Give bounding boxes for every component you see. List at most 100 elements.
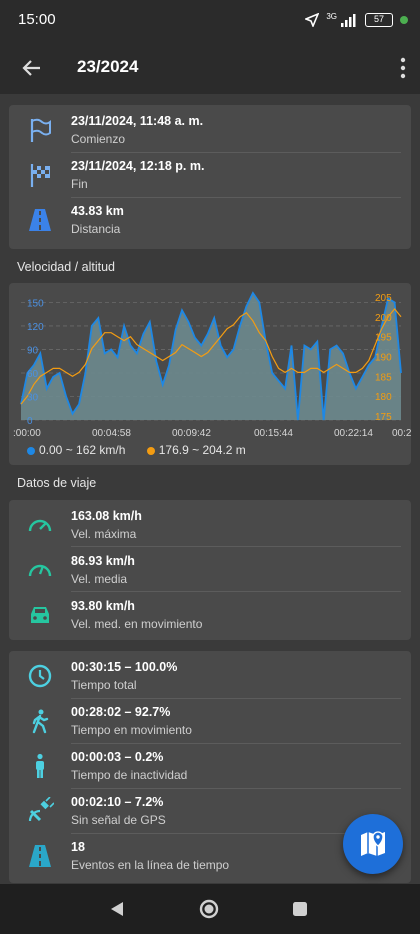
idle-time-value: 00:00:03 – 0.2% xyxy=(71,750,164,764)
summary-distance[interactable]: 43.83 km Distancia xyxy=(9,198,411,243)
end-label: Fin xyxy=(71,177,88,191)
divider xyxy=(71,698,401,699)
legend-altitude-marker xyxy=(146,446,155,455)
avg-speed-value: 86.93 km/h xyxy=(71,554,135,568)
x-tick-label: 00:04:58 xyxy=(92,428,131,439)
speedometer-max-icon xyxy=(28,519,52,532)
chart-legend: 0.00 ~ 162 km/h 176.9 ~ 204.2 m xyxy=(9,443,411,457)
max-speed-row[interactable]: 163.08 km/h Vel. máxima xyxy=(9,503,411,548)
x-tick-label: 00:29: xyxy=(392,428,411,439)
clock-icon xyxy=(28,664,52,688)
left-tick-label: 0 xyxy=(27,416,33,427)
page-title: 23/2024 xyxy=(77,57,139,76)
divider xyxy=(71,591,401,592)
no-gps-value: 00:02:10 – 7.2% xyxy=(71,795,164,809)
battery-level: 57 xyxy=(373,14,384,24)
nav-back-icon[interactable] xyxy=(108,900,126,918)
total-time-value: 00:30:15 – 100.0% xyxy=(71,660,178,674)
map-icon xyxy=(361,831,385,856)
chart-section-title: Velocidad / altitud xyxy=(17,260,115,274)
road-icon xyxy=(29,209,51,231)
divider xyxy=(71,546,401,547)
speed-card: 163.08 km/h Vel. máxima 86.93 km/h Vel. … xyxy=(9,500,411,640)
no-gps-label: Sin señal de GPS xyxy=(71,813,166,827)
left-tick-label: 30 xyxy=(27,392,39,403)
total-time-row[interactable]: 00:30:15 – 100.0% Tiempo total xyxy=(9,654,411,699)
right-tick-label: 205 xyxy=(375,293,392,304)
car-icon xyxy=(31,607,49,623)
moving-speed-value: 93.80 km/h xyxy=(71,599,135,613)
finish-flag-icon xyxy=(30,164,50,187)
location-arrow-icon xyxy=(305,13,320,27)
privacy-dot-icon xyxy=(400,16,408,24)
distance-value: 43.83 km xyxy=(71,204,124,218)
avg-speed-row[interactable]: 86.93 km/h Vel. media xyxy=(9,548,411,593)
back-arrow-icon[interactable] xyxy=(20,56,44,80)
no-gps-row[interactable]: 00:02:10 – 7.2% Sin señal de GPS xyxy=(9,789,411,834)
left-tick-label: 150 xyxy=(27,298,44,309)
start-flag-icon xyxy=(30,118,51,142)
legend-speed-label: 0.00 ~ 162 km/h xyxy=(39,443,126,457)
moving-time-row[interactable]: 00:28:02 – 92.7% Tiempo en movimiento xyxy=(9,699,411,744)
max-speed-value: 163.08 km/h xyxy=(71,509,142,523)
timeline-events-value: 18 xyxy=(71,840,85,854)
nav-recents-icon[interactable] xyxy=(292,901,308,917)
timeline-events-row[interactable]: 18 Eventos en la línea de tiempo xyxy=(9,834,411,879)
x-tick-label: 00:09:42 xyxy=(172,428,211,439)
trip-section-title: Datos de viaje xyxy=(17,476,97,490)
system-nav-bar xyxy=(0,884,420,934)
moving-speed-row[interactable]: 93.80 km/h Vel. med. en movimiento xyxy=(9,593,411,638)
timeline-events-label: Eventos en la línea de tiempo xyxy=(71,858,230,872)
max-speed-label: Vel. máxima xyxy=(71,527,137,541)
left-tick-label: 120 xyxy=(27,322,44,333)
moving-speed-label: Vel. med. en movimiento xyxy=(71,617,203,631)
legend-altitude: 176.9 ~ 204.2 m xyxy=(146,443,246,457)
battery-icon: 57 xyxy=(365,13,393,27)
start-label: Comienzo xyxy=(71,132,126,146)
walking-icon xyxy=(32,709,49,734)
standing-icon xyxy=(36,753,44,778)
speed-altitude-chart[interactable]: 150 120 90 60 30 0 205 200 195 190 185 180 175:00:00… xyxy=(9,283,411,465)
distance-label: Distancia xyxy=(71,222,121,236)
summary-start[interactable]: 23/11/2024, 11:48 a. m. Comienzo xyxy=(9,108,411,153)
total-time-label: Tiempo total xyxy=(71,678,137,692)
idle-time-row[interactable]: 00:00:03 – 0.2% Tiempo de inactividad xyxy=(9,744,411,789)
left-tick-label: 60 xyxy=(27,369,39,380)
app-bar: 23/2024 xyxy=(0,42,420,94)
satellite-icon xyxy=(28,797,54,822)
legend-speed-marker xyxy=(27,446,35,455)
legend-speed: 0.00 ~ 162 km/h xyxy=(27,443,125,457)
divider xyxy=(71,743,401,744)
altitude-series-line xyxy=(20,307,402,405)
more-options-icon[interactable] xyxy=(400,56,406,80)
nav-home-icon[interactable] xyxy=(198,898,220,920)
status-bar: 15:00 3G 57 xyxy=(0,0,420,42)
right-tick-label: 185 xyxy=(375,372,392,383)
network-type: 3G xyxy=(326,11,337,21)
speed-series-line xyxy=(20,291,402,421)
divider xyxy=(71,197,401,198)
signal-icon xyxy=(341,13,356,27)
legend-altitude-label: 176.9 ~ 204.2 m xyxy=(158,443,246,457)
left-tick-label: 90 xyxy=(27,345,39,356)
map-fab-button[interactable] xyxy=(343,814,403,874)
avg-speed-label: Vel. media xyxy=(71,572,128,586)
road-icon xyxy=(29,845,51,867)
time-card: 00:30:15 – 100.0% Tiempo total 00:28:02 … xyxy=(9,651,411,883)
speedometer-icon xyxy=(28,564,52,577)
moving-time-value: 00:28:02 – 92.7% xyxy=(71,705,171,719)
summary-end[interactable]: 23/11/2024, 12:18 p. m. Fin xyxy=(9,153,411,198)
right-tick-label: 190 xyxy=(375,353,392,364)
divider xyxy=(71,833,401,834)
x-tick-label: 00:22:14 xyxy=(334,428,373,439)
start-time: 23/11/2024, 11:48 a. m. xyxy=(71,114,204,128)
x-tick-label: 00:15:44 xyxy=(254,428,293,439)
x-tick-label: :00:00 xyxy=(13,428,41,439)
idle-time-label: Tiempo de inactividad xyxy=(71,768,188,782)
right-tick-label: 200 xyxy=(375,313,392,324)
status-time: 15:00 xyxy=(18,11,56,28)
right-tick-label: 180 xyxy=(375,392,392,403)
moving-time-label: Tiempo en movimiento xyxy=(71,723,192,737)
summary-card: 23/11/2024, 11:48 a. m. Comienzo 23/11/2… xyxy=(9,105,411,249)
speed-area xyxy=(21,293,401,420)
